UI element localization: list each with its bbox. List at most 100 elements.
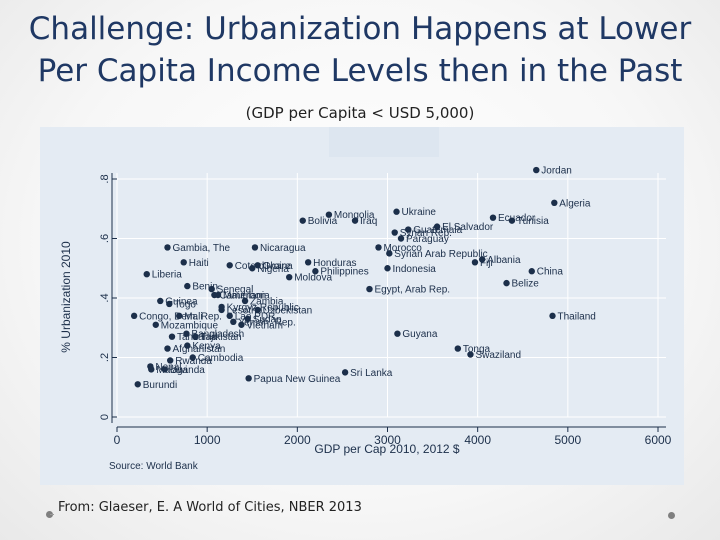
data-point-label: Jordan (541, 166, 572, 177)
x-axis-label: GDP per Cap 2010, 2012 $ (314, 442, 460, 456)
data-point (508, 217, 516, 224)
data-point-label: Guyana (402, 329, 437, 340)
x-tick-label: 6000 (645, 433, 672, 447)
data-point (189, 354, 196, 361)
data-point-label: Papua New Guinea (254, 374, 341, 385)
data-point-label: Yemen, Rep. (238, 317, 295, 328)
data-point-label: Cote d'Ivoire (235, 261, 291, 272)
data-point (166, 300, 173, 308)
data-point-label: Tunisia (517, 216, 549, 227)
data-point-label: Malawi (156, 365, 187, 376)
data-point (183, 330, 190, 337)
data-point (245, 375, 252, 382)
data-point (405, 226, 412, 233)
data-point (192, 333, 199, 340)
data-point (489, 214, 497, 221)
data-point (214, 291, 222, 299)
data-point (152, 321, 159, 328)
x-tick-label: 0 (114, 433, 121, 447)
data-point-label: Moldova (294, 273, 332, 284)
data-point-label: El Salvador (442, 222, 494, 233)
data-point-label: Ukraine (402, 207, 437, 218)
y-tick-label: .4 (99, 293, 111, 302)
data-point-label: Tajikistan (200, 332, 241, 343)
data-point (478, 256, 486, 263)
data-point (299, 217, 306, 224)
y-axis-label: % Urbanization 2010 (59, 241, 73, 353)
data-point (134, 381, 141, 388)
data-point-label: Liberia (152, 270, 182, 281)
data-point (208, 285, 215, 293)
data-point (226, 262, 233, 269)
data-point-label: Rwanda (175, 356, 212, 367)
data-point-label: Honduras (313, 258, 356, 269)
data-point (184, 342, 191, 349)
data-point-label: Haiti (189, 258, 209, 269)
data-point (238, 321, 245, 328)
data-point-label: Philippines (320, 267, 368, 278)
data-point (351, 217, 359, 224)
slide-title-line-2: Per Capita Income Levels then in the Pas… (37, 53, 683, 89)
data-point (241, 297, 249, 305)
data-point-label: Afghanistan (172, 344, 225, 355)
data-point (391, 229, 398, 236)
data-point (386, 250, 393, 257)
data-point (528, 268, 535, 275)
data-point-label: Guatemala (413, 225, 462, 236)
data-point-label: Lao PDR (235, 311, 276, 322)
data-point-label: Swaziland (475, 350, 521, 361)
data-point-label: Albania (487, 255, 521, 266)
data-point-label: Fiji (480, 258, 493, 269)
data-point-label: Morocco (383, 243, 422, 254)
data-point (244, 315, 251, 323)
data-point-label: Mali (184, 311, 202, 322)
data-point-label: Bangladesh (191, 329, 244, 340)
data-point (467, 351, 474, 358)
y-tick-label: .2 (99, 353, 111, 362)
data-point-label: Kenya (192, 341, 221, 352)
axis-layer: 0 .2 .4 .6 .8 0 1000 2000 3000 4000 5000 6000 (99, 173, 672, 447)
grid-layer (116, 173, 666, 418)
data-point-label: Burundi (143, 380, 177, 391)
figure-tag (329, 127, 439, 157)
data-point-label: Mongolia (334, 210, 375, 221)
data-point (393, 208, 400, 215)
data-point-label: Uganda (170, 365, 205, 376)
data-point-label: Zambia (250, 296, 284, 307)
data-point (164, 244, 171, 251)
left-decor-dot (46, 511, 53, 518)
slide-title: Challenge: Urbanization Happens at Lower… (0, 8, 720, 92)
data-point-label: Togo (174, 299, 196, 310)
slide-title-line-1: Challenge: Urbanization Happens at Lower (28, 11, 692, 47)
data-point-label: Paraguay (406, 234, 449, 245)
x-tick-label: 2000 (284, 433, 311, 447)
data-point (394, 330, 401, 337)
data-point-label: Algeria (559, 198, 591, 209)
data-point-label: Senegal (217, 285, 254, 296)
data-point-label: Guinea (165, 296, 198, 307)
data-point (166, 357, 174, 364)
data-point-label: Nepal (155, 362, 181, 373)
data-point-label: Indonesia (393, 264, 437, 275)
data-point-label: Sri Lanka (350, 368, 393, 379)
data-point (130, 312, 138, 320)
data-point-label: Egypt, Arab Rep. (374, 285, 450, 296)
data-point-label: Benin (192, 282, 218, 293)
data-point (143, 271, 150, 278)
data-point-label: Gambia, The (172, 243, 230, 254)
data-point-label: Nicaragua (260, 243, 306, 254)
x-tick-label: 4000 (464, 433, 491, 447)
data-point-label: Tonga (463, 344, 491, 355)
data-point (249, 265, 256, 272)
data-point-label: Iraq (360, 216, 377, 227)
data-point-label: Mauritania (223, 291, 270, 302)
data-point-label: Cambodia (198, 353, 244, 364)
data-point-label: China (537, 267, 564, 278)
data-point (551, 199, 558, 206)
data-point-label: Bolivia (308, 216, 338, 227)
data-point-label: Ghana (263, 261, 293, 272)
data-point (312, 268, 319, 275)
data-point-label: Ecuador (498, 213, 536, 224)
data-point-label: Congo, Dem. Rep. (139, 311, 222, 322)
